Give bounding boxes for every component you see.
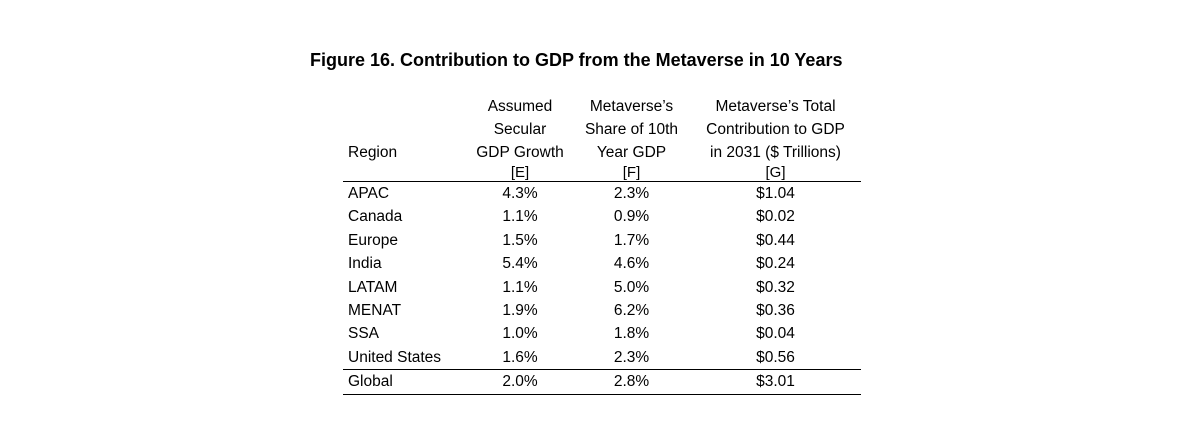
header-line: Year GDP <box>596 144 667 161</box>
header-region: Region <box>343 95 467 164</box>
header-assumed-growth: Assumed Secular GDP Growth <box>467 95 573 164</box>
growth-cell: 1.9% <box>502 302 538 320</box>
growth-cell: 1.5% <box>502 231 538 249</box>
column-code-f: [F] <box>573 164 690 182</box>
share-cell: 2.8% <box>573 369 690 395</box>
share-cell: 2.3% <box>613 348 650 366</box>
growth-cell: 1.6% <box>502 348 538 366</box>
contribution-cell: $1.04 <box>756 185 795 202</box>
column-code-empty <box>343 164 467 182</box>
region-cell: United States <box>348 348 442 366</box>
total-row: Global 2.0% 2.8% $3.01 <box>343 369 861 395</box>
share-cell: 2.3% <box>613 185 650 202</box>
header-region-label: Region <box>348 144 398 161</box>
share-cell: 1.7% <box>613 231 650 249</box>
table-row: United States 1.6% 2.3% $0.56 <box>343 346 861 370</box>
figure-title: Figure 16. Contribution to GDP from the … <box>310 50 843 70</box>
contribution-cell: $0.02 <box>756 208 795 226</box>
share-cell: 4.6% <box>613 255 650 273</box>
column-code-row: [E] [F] [G] <box>343 164 861 182</box>
header-line: Share of 10th <box>584 121 679 138</box>
share-cell: 5.0% <box>613 278 650 296</box>
share-cell: 1.8% <box>613 325 650 343</box>
contribution-cell: $0.56 <box>756 348 795 366</box>
table-row: MENAT 1.9% 6.2% $0.36 <box>343 299 861 322</box>
share-cell: 0.9% <box>613 208 650 226</box>
contribution-cell: $0.36 <box>756 302 795 320</box>
contribution-cell: $3.01 <box>690 369 861 395</box>
header-line: Assumed <box>487 98 553 115</box>
header-line: GDP Growth <box>476 144 564 161</box>
table-row: Canada 1.1% 0.9% $0.02 <box>343 205 861 228</box>
gdp-contribution-table: Region Assumed Secular GDP Growth Metave… <box>343 95 861 395</box>
region-cell: Europe <box>348 231 398 249</box>
table-row: SSA 1.0% 1.8% $0.04 <box>343 322 861 345</box>
region-cell: MENAT <box>348 302 402 320</box>
contribution-cell: $0.32 <box>756 278 795 296</box>
column-code-g: [G] <box>690 164 861 182</box>
header-line: in 2031 ($ Trillions) <box>710 144 841 161</box>
region-cell: Global <box>343 369 467 395</box>
header-row: Region Assumed Secular GDP Growth Metave… <box>343 95 861 164</box>
growth-cell: 1.0% <box>502 325 538 343</box>
column-code-e: [E] <box>467 164 573 182</box>
contribution-cell: $0.44 <box>756 231 795 249</box>
growth-cell: 5.4% <box>502 255 538 273</box>
region-cell: APAC <box>348 185 390 202</box>
region-cell: India <box>348 255 382 273</box>
region-cell: Canada <box>348 208 403 226</box>
region-cell: SSA <box>348 325 380 343</box>
growth-cell: 4.3% <box>502 185 538 202</box>
header-line: Contribution to GDP <box>706 121 845 138</box>
share-cell: 6.2% <box>613 302 650 320</box>
header-line: Secular <box>493 121 547 138</box>
header-total-contribution: Metaverse’s Total Contribution to GDP in… <box>690 95 861 164</box>
region-cell: LATAM <box>348 278 398 296</box>
table-row: India 5.4% 4.6% $0.24 <box>343 252 861 275</box>
table-row: APAC 4.3% 2.3% $1.04 <box>343 182 861 206</box>
contribution-cell: $0.24 <box>756 255 795 273</box>
table-row: LATAM 1.1% 5.0% $0.32 <box>343 276 861 299</box>
header-line: Metaverse’s <box>589 98 674 115</box>
contribution-cell: $0.04 <box>756 325 795 343</box>
growth-cell: 1.1% <box>502 278 538 296</box>
growth-cell: 1.1% <box>502 208 538 226</box>
table-row: Europe 1.5% 1.7% $0.44 <box>343 229 861 252</box>
header-metaverse-share: Metaverse’s Share of 10th Year GDP <box>573 95 690 164</box>
header-line: Metaverse’s Total <box>715 98 836 115</box>
growth-cell: 2.0% <box>467 369 573 395</box>
